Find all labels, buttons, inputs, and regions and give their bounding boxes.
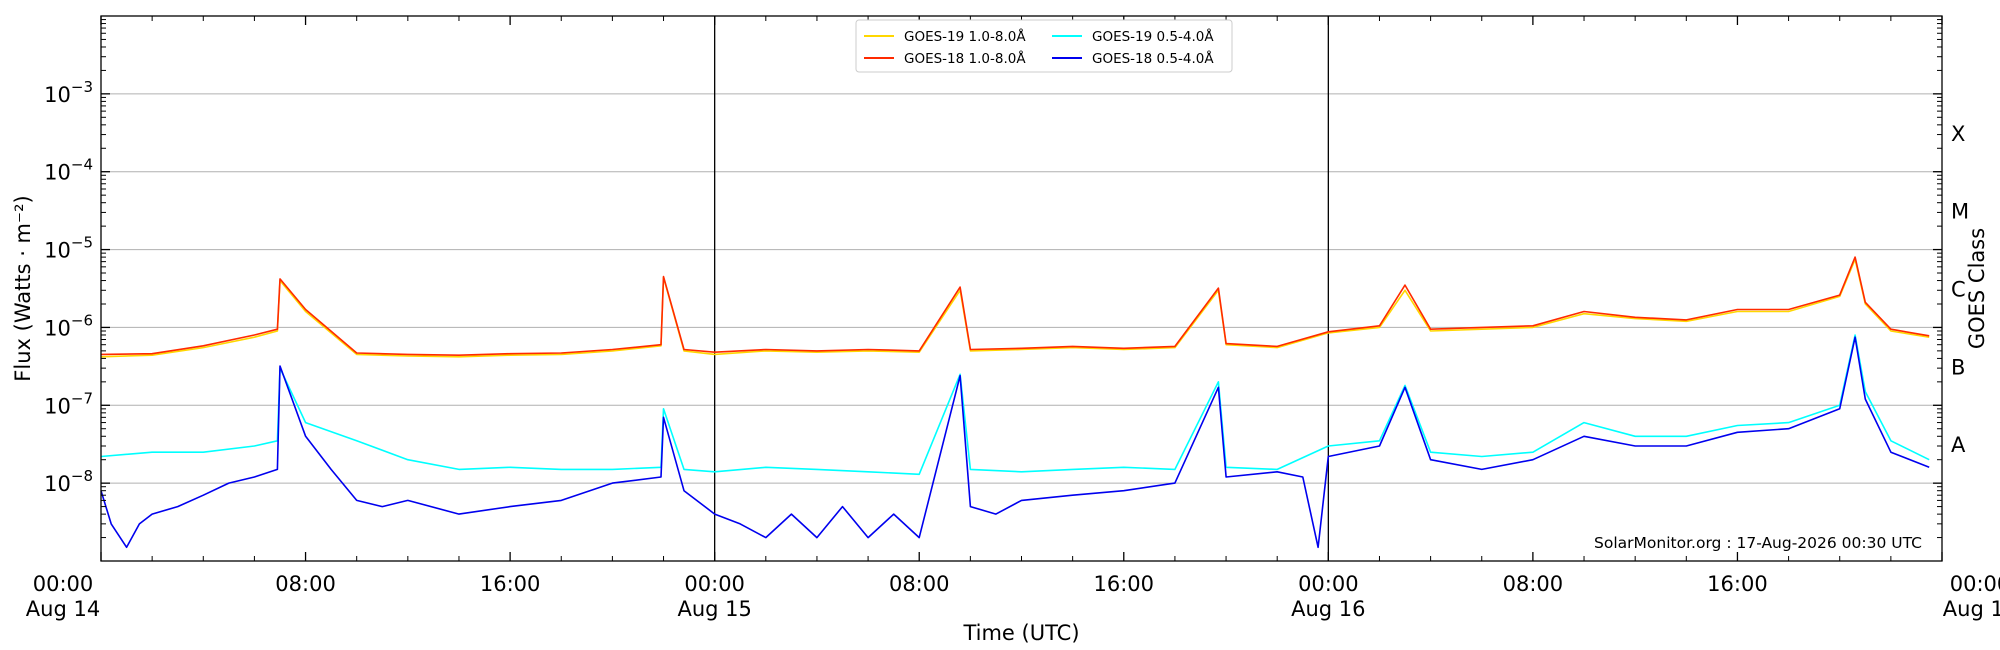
x-tick-date-0: Aug 14 xyxy=(26,597,100,621)
legend-label-3: GOES-18 0.5-4.0Å xyxy=(1092,50,1214,67)
goes-class-x: X xyxy=(1951,122,1965,146)
y-tick-exponent-2: −6 xyxy=(71,311,93,329)
x-tick-time-4: 08:00 xyxy=(889,572,950,596)
grid-layer xyxy=(101,93,1942,484)
series-line-2 xyxy=(100,334,1930,476)
series-line-3 xyxy=(100,336,1930,549)
x-tick-time-9: 00:00 xyxy=(1950,572,2000,596)
day-boundary-lines xyxy=(714,16,1329,561)
goes-class-a: A xyxy=(1951,433,1966,457)
legend-box xyxy=(855,19,1233,73)
right-axis-label: GOES Class xyxy=(1965,228,1989,349)
x-tick-time-3: 00:00 xyxy=(684,572,745,596)
y-axis-label: Flux (Watts · m⁻²) xyxy=(11,195,35,381)
x-axis-label: Time (UTC) xyxy=(962,621,1079,645)
y-tick-exponent-0: −8 xyxy=(71,467,93,485)
goes-class-m: M xyxy=(1951,200,1969,224)
goes-class-c: C xyxy=(1951,278,1966,302)
x-tick-time-8: 16:00 xyxy=(1707,572,1768,596)
x-tick-time-7: 08:00 xyxy=(1503,572,1564,596)
goes-class-b: B xyxy=(1951,355,1965,379)
credit-text: SolarMonitor.org : 17-Aug-2026 00:30 UTC xyxy=(1594,534,1922,552)
goes-class-labels: A B C M X xyxy=(1951,122,1969,457)
x-tick-time-6: 00:00 xyxy=(1298,572,1359,596)
y-tick-exponent-3: −5 xyxy=(71,234,93,252)
legend-label-2: GOES-19 0.5-4.0Å xyxy=(1092,28,1214,45)
x-tick-time-1: 08:00 xyxy=(275,572,336,596)
x-tick-time-0: 00:00 xyxy=(33,572,94,596)
x-tick-date-3: Aug 15 xyxy=(677,597,751,621)
legend: GOES-19 1.0-8.0Å GOES-18 1.0-8.0Å GOES-19 … xyxy=(855,19,1233,73)
x-tick-time-2: 16:00 xyxy=(480,572,541,596)
x-tick-date-6: Aug 16 xyxy=(1291,597,1365,621)
legend-label-0: GOES-19 1.0-8.0Å xyxy=(904,28,1026,45)
series-line-1 xyxy=(100,256,1930,357)
x-tick-date-9: Aug 17 xyxy=(1943,597,2000,621)
x-tick-time-5: 16:00 xyxy=(1094,572,1155,596)
y-tick-exponent-5: −3 xyxy=(71,78,93,96)
series-layer xyxy=(100,256,1930,549)
series-line-0 xyxy=(100,258,1930,358)
legend-label-1: GOES-18 1.0-8.0Å xyxy=(904,50,1026,67)
y-tick-exponent-1: −7 xyxy=(71,389,93,407)
y-tick-exponent-4: −4 xyxy=(71,156,93,174)
